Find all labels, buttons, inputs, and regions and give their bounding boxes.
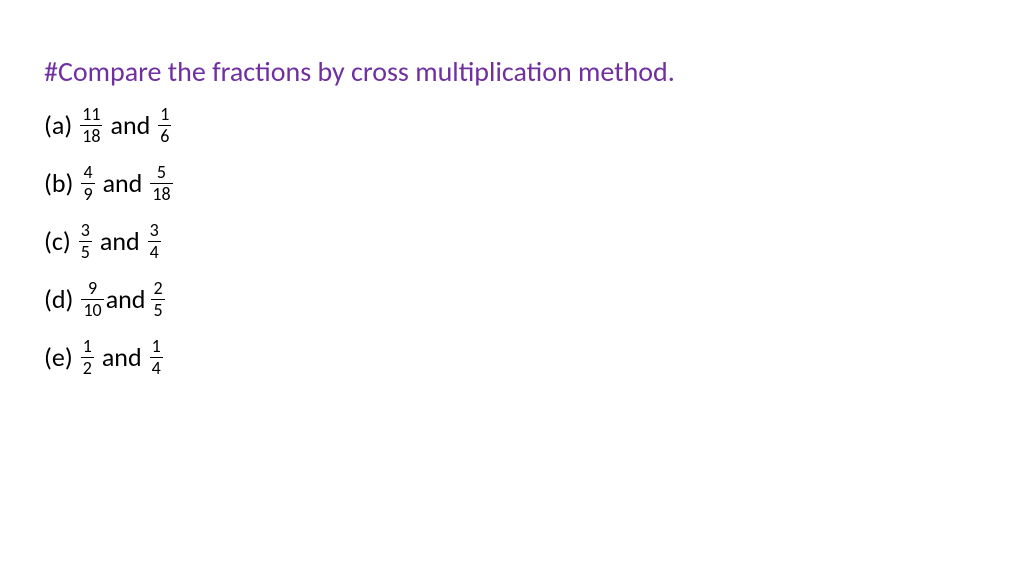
fraction: 3 4 xyxy=(148,221,161,262)
item-label: (b) xyxy=(44,170,73,197)
numerator: 4 xyxy=(81,163,94,183)
item-label: (e) xyxy=(44,344,73,371)
numerator: 11 xyxy=(80,105,102,125)
page: #Compare the fractions by cross multipli… xyxy=(0,0,1024,438)
and-word: and xyxy=(103,170,143,197)
fraction: 3 5 xyxy=(79,221,92,262)
fraction: 5 18 xyxy=(150,163,172,204)
list-item: (e) 1 2 and 1 4 xyxy=(44,330,980,384)
numerator: 5 xyxy=(155,163,168,183)
and-word: and xyxy=(100,228,140,255)
numerator: 1 xyxy=(81,337,94,357)
fraction: 4 9 xyxy=(81,163,94,204)
heading-dot: . xyxy=(668,54,675,89)
and-word: and xyxy=(106,286,146,313)
item-label: (c) xyxy=(44,228,71,255)
denominator: 18 xyxy=(80,125,102,146)
numerator: 3 xyxy=(79,221,92,241)
list-item: (b) 4 9 and 5 18 xyxy=(44,156,980,210)
list-item: (d) 9 10 and 2 5 xyxy=(44,272,980,326)
item-label: (d) xyxy=(44,286,73,313)
item-label: (a) xyxy=(44,112,72,139)
denominator: 5 xyxy=(79,241,92,262)
item-list: (a) 11 18 and 1 6 (b) 4 9 and 5 18 xyxy=(44,98,980,384)
numerator: 1 xyxy=(158,105,171,125)
and-word: and xyxy=(102,344,142,371)
denominator: 4 xyxy=(150,357,163,378)
list-item: (c) 3 5 and 3 4 xyxy=(44,214,980,268)
numerator: 1 xyxy=(150,337,163,357)
heading: #Compare the fractions by cross multipli… xyxy=(44,54,980,90)
heading-text: #Compare the fractions by cross multipli… xyxy=(44,54,668,89)
denominator: 5 xyxy=(151,299,164,320)
fraction: 11 18 xyxy=(80,105,102,146)
fraction: 1 4 xyxy=(150,337,163,378)
denominator: 2 xyxy=(81,357,94,378)
denominator: 18 xyxy=(150,183,172,204)
and-word: and xyxy=(110,112,150,139)
numerator: 3 xyxy=(148,221,161,241)
numerator: 2 xyxy=(151,279,164,299)
numerator: 9 xyxy=(86,279,99,299)
fraction: 2 5 xyxy=(151,279,164,320)
fraction: 9 10 xyxy=(81,279,103,320)
denominator: 9 xyxy=(81,183,94,204)
denominator: 4 xyxy=(148,241,161,262)
fraction: 1 2 xyxy=(81,337,94,378)
fraction: 1 6 xyxy=(158,105,171,146)
denominator: 6 xyxy=(158,125,171,146)
denominator: 10 xyxy=(81,299,103,320)
list-item: (a) 11 18 and 1 6 xyxy=(44,98,980,152)
